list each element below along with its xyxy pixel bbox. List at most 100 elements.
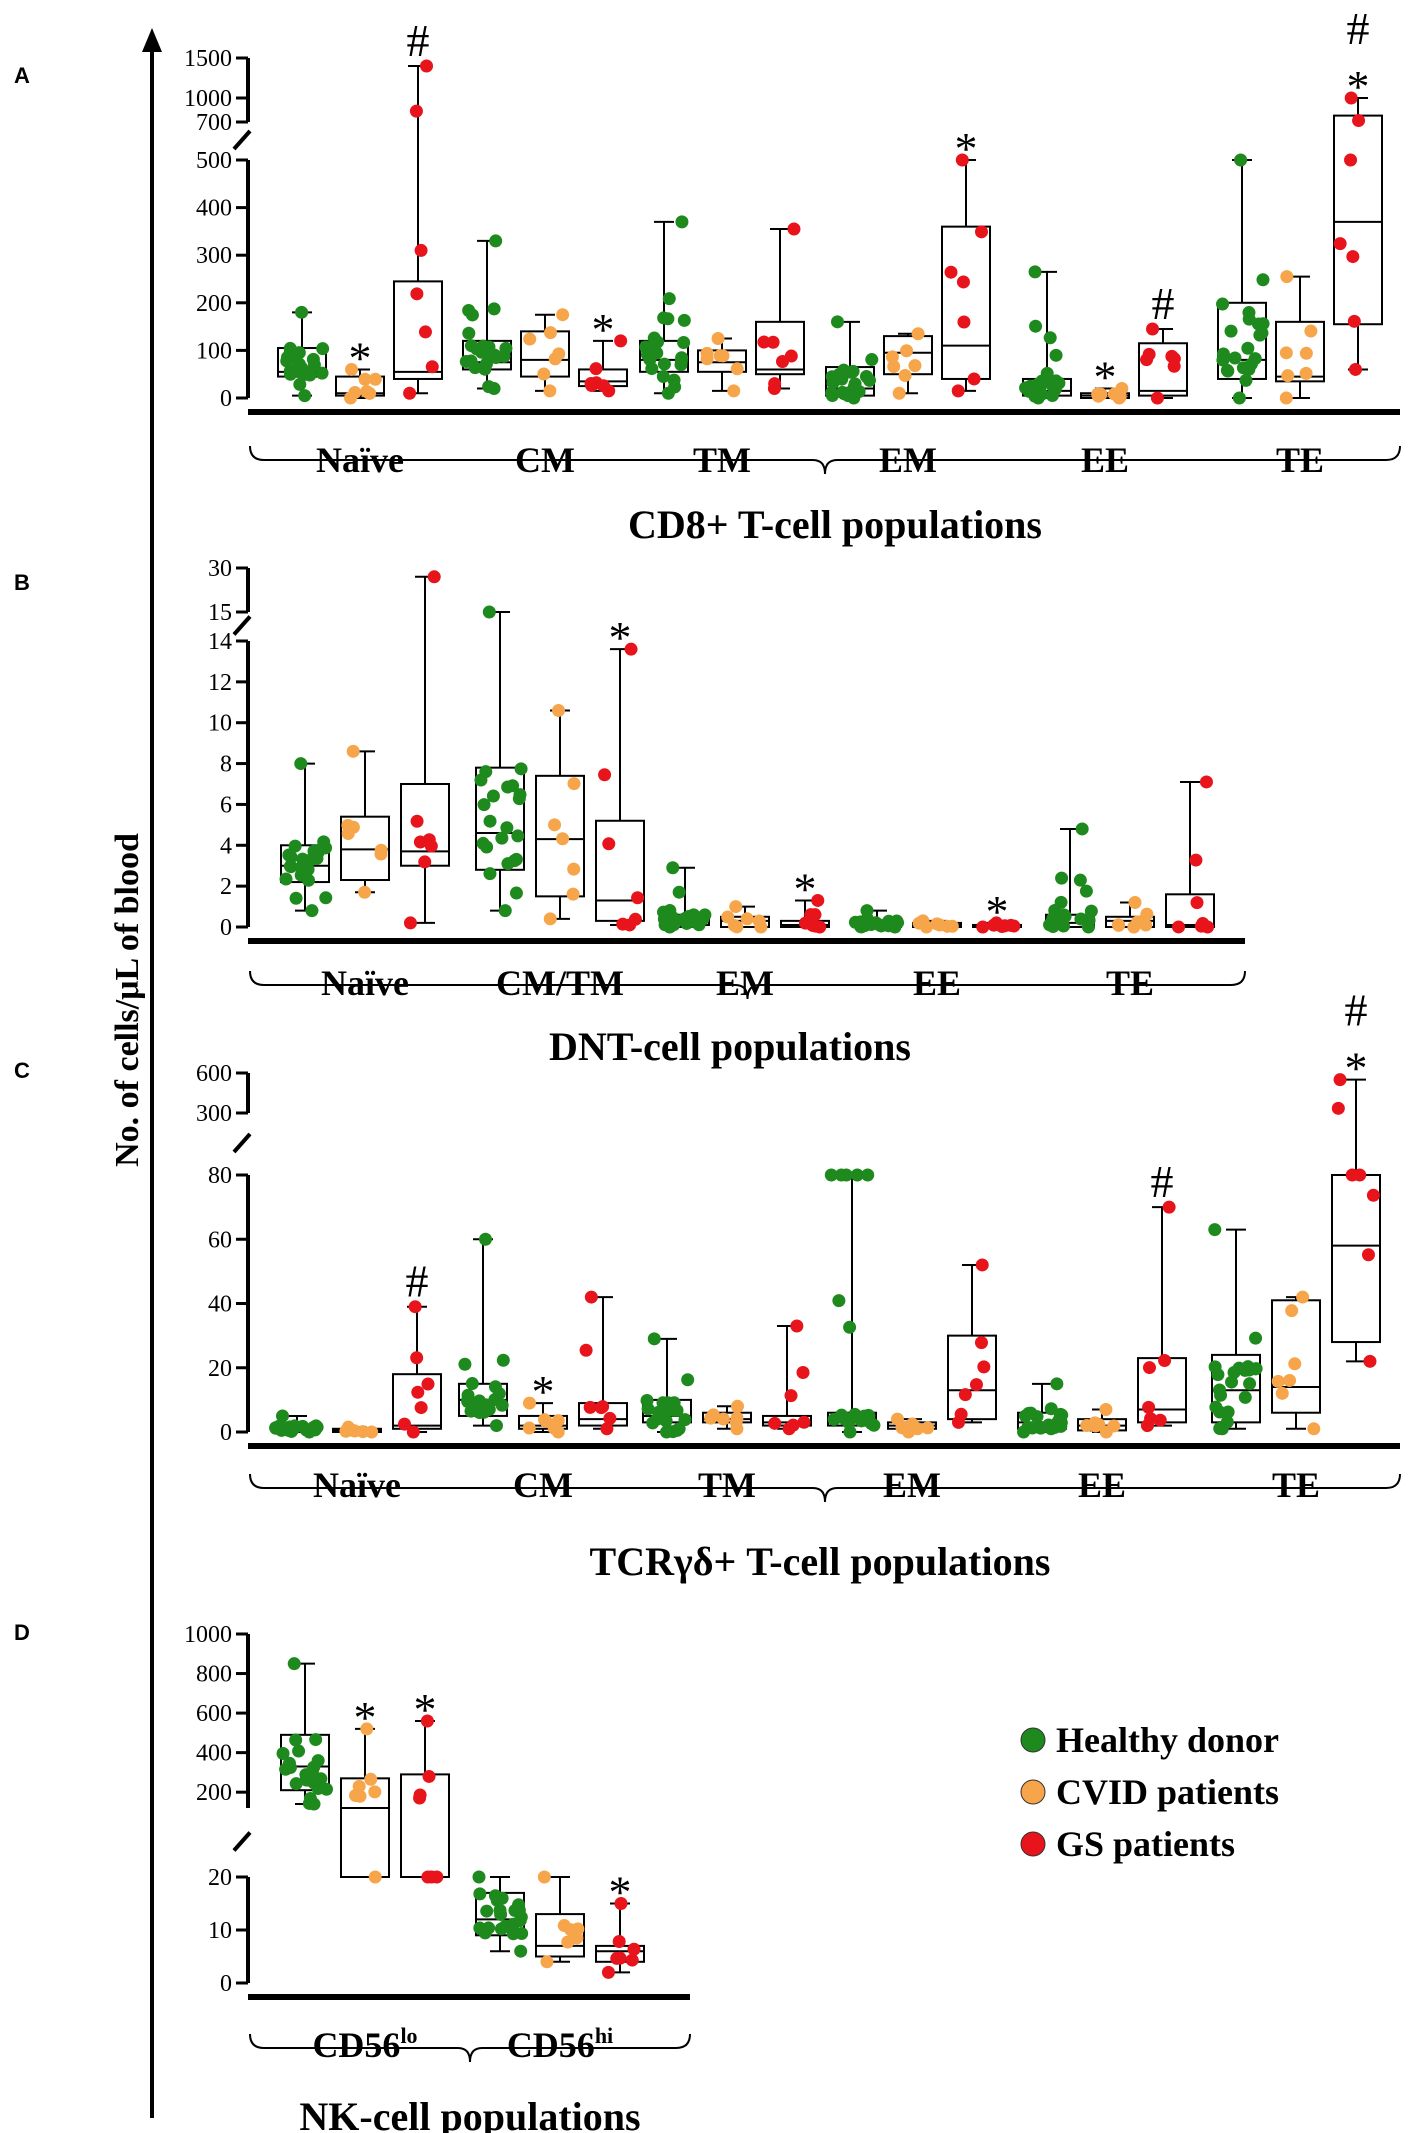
data-point [1043, 918, 1057, 932]
category-label: TM [698, 1465, 756, 1505]
data-point [969, 1378, 983, 1392]
data-point [667, 373, 681, 387]
data-point [729, 900, 743, 914]
data-point [678, 1413, 692, 1427]
y-tick-label: 0 [220, 1420, 232, 1446]
data-point [757, 335, 771, 349]
data-point [861, 1168, 875, 1182]
axis-break-mark [232, 615, 252, 636]
data-point [1214, 1388, 1228, 1402]
category-label: EM [883, 1465, 941, 1505]
data-point [1045, 389, 1059, 403]
box-healthy [1017, 1377, 1069, 1439]
significance-hash: # [1347, 3, 1370, 54]
data-point [482, 380, 496, 394]
data-point [600, 1422, 614, 1436]
data-point [552, 703, 566, 717]
data-point [1073, 873, 1087, 887]
data-point [409, 104, 423, 118]
data-point [552, 347, 566, 361]
data-point [721, 910, 735, 924]
legend-label: Healthy donor [1056, 1720, 1279, 1760]
data-point [537, 1870, 551, 1884]
data-point [885, 350, 899, 364]
data-point [967, 372, 981, 386]
box-gs [1333, 91, 1383, 376]
data-point [306, 352, 320, 366]
data-point [1331, 1101, 1345, 1115]
data-point [957, 315, 971, 329]
data-point [631, 891, 645, 905]
box-cvid [340, 1722, 390, 1884]
y-tick-label: 300 [196, 243, 232, 269]
data-point [276, 1746, 290, 1760]
data-point [410, 1351, 424, 1365]
data-point [663, 903, 677, 917]
data-point [458, 1357, 472, 1371]
significance-asterisk: * [955, 123, 978, 174]
data-point [489, 1419, 503, 1433]
data-point [1172, 920, 1186, 934]
data-point [584, 1290, 598, 1304]
data-point [905, 1417, 919, 1431]
group-label: CD8+ T-cell populations [628, 502, 1042, 547]
data-point [548, 818, 562, 832]
y-tick-label: 30 [208, 556, 232, 582]
significance-asterisk: * [414, 1684, 437, 1735]
category-bracket [249, 970, 1246, 1000]
data-point [1107, 1419, 1121, 1433]
data-point [1344, 91, 1358, 105]
data-point [832, 367, 846, 381]
data-point [811, 893, 825, 907]
data-point [1128, 895, 1142, 909]
data-point [316, 342, 330, 356]
data-point [1209, 1400, 1223, 1414]
data-point [483, 814, 497, 828]
data-point [911, 327, 925, 341]
legend: Healthy donor CVID patients GS patients [1020, 1720, 1279, 1864]
data-point [289, 891, 303, 905]
data-point [557, 1919, 571, 1933]
data-point [472, 1870, 486, 1884]
y-tick-label: 10 [208, 711, 232, 737]
box-cvid [702, 1399, 752, 1436]
significance-hash: # [1151, 1156, 1174, 1207]
data-point [1092, 1418, 1106, 1432]
data-point [1044, 1419, 1058, 1433]
data-point [850, 1168, 864, 1182]
data-point [1228, 351, 1242, 365]
data-point [824, 1168, 838, 1182]
data-point [1366, 1188, 1380, 1202]
data-point [571, 1922, 585, 1936]
data-point [585, 379, 599, 393]
data-point [835, 1408, 849, 1422]
data-point [601, 1965, 615, 1979]
y-tick-label: 800 [196, 1662, 232, 1688]
data-point [498, 904, 512, 918]
data-point [700, 346, 714, 360]
data-point [1150, 391, 1164, 405]
data-point [418, 325, 432, 339]
data-point [869, 916, 883, 930]
data-point [892, 386, 906, 400]
box-iqr [1333, 114, 1383, 326]
data-point [482, 340, 496, 354]
data-point [298, 389, 312, 403]
data-point [540, 1955, 554, 1969]
data-point [1208, 1223, 1222, 1237]
data-point [775, 354, 789, 368]
data-point [1142, 347, 1156, 361]
data-point [511, 829, 525, 843]
data-point [303, 1791, 317, 1805]
significance-asterisk: * [609, 1867, 632, 1918]
data-point [1248, 352, 1262, 366]
data-point [786, 1418, 800, 1432]
data-point [796, 1366, 810, 1380]
data-point [1279, 391, 1293, 405]
category-bracket [249, 2033, 691, 2063]
box-healthy [277, 305, 330, 403]
data-point [309, 1733, 323, 1747]
y-tick-label: 4 [220, 833, 232, 859]
data-point [424, 839, 438, 853]
